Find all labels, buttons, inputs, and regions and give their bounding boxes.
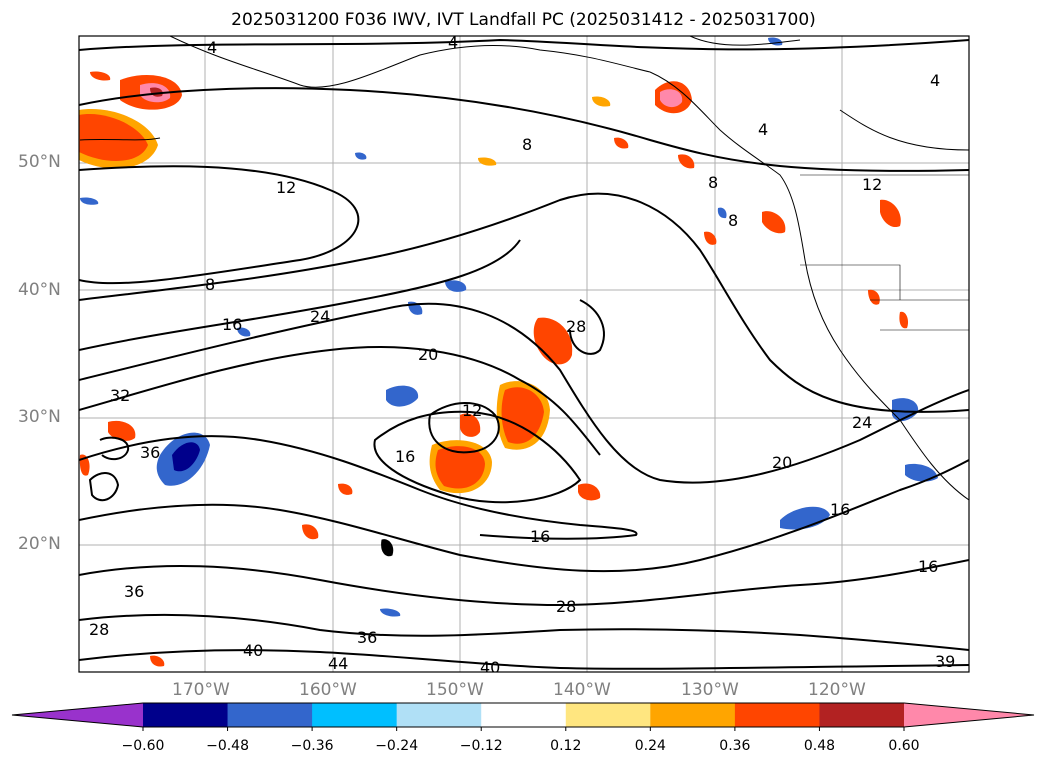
contour-label: 28 xyxy=(556,597,576,616)
contour-label: 32 xyxy=(110,386,130,405)
colorbar-segment xyxy=(481,703,567,727)
lon-label-150w: 150°W xyxy=(426,680,484,700)
lon-label-170w: 170°W xyxy=(172,680,230,700)
lat-label-40n: 40°N xyxy=(18,280,61,300)
positive-anomaly-patches xyxy=(79,71,909,667)
contour-label: 24 xyxy=(310,307,330,326)
colorbar-segment xyxy=(143,703,229,727)
contour-label: 28 xyxy=(89,620,109,639)
colorbar-tick-label: 0.48 xyxy=(803,738,836,754)
contour-labels: 4 4 4 4 8 8 8 8 12 12 12 16 16 16 16 16 … xyxy=(89,33,955,677)
contour-label: 4 xyxy=(758,120,768,139)
contour-label: 36 xyxy=(140,443,160,462)
contour-label: 44 xyxy=(328,654,348,673)
colorbar-tick-label: 0.12 xyxy=(550,738,582,754)
colorbar-tick-label: 0.36 xyxy=(719,738,751,754)
contour-label: 8 xyxy=(205,275,215,294)
colorbar-segment xyxy=(565,703,651,727)
contour-label: 12 xyxy=(462,401,482,420)
colorbar-segment xyxy=(312,703,398,727)
map-frame xyxy=(78,35,970,673)
contour-label: 8 xyxy=(708,173,718,192)
colorbar-segment xyxy=(734,703,820,727)
contour-label: 36 xyxy=(357,628,377,647)
contour-label: 16 xyxy=(222,315,242,334)
lat-label-20n: 20°N xyxy=(18,534,61,554)
state-borders xyxy=(800,174,969,331)
contour-label: 16 xyxy=(918,557,938,576)
lat-label-30n: 30°N xyxy=(18,407,61,427)
map-title: 2025031200 F036 IWV, IVT Landfall PC (20… xyxy=(231,10,816,30)
colorbar-segment xyxy=(227,703,313,727)
lon-label-140w: 140°W xyxy=(553,680,611,700)
gridlines xyxy=(79,36,969,672)
contour-label: 20 xyxy=(418,345,438,364)
contour-label: 12 xyxy=(276,178,296,197)
colorbar-tick-label: 0.24 xyxy=(634,738,666,754)
contour-label: 8 xyxy=(728,211,738,230)
contour-label: 24 xyxy=(852,413,872,432)
colorbar-extend-left xyxy=(12,703,143,727)
contour-label: 16 xyxy=(830,500,850,519)
contour-label: 4 xyxy=(448,33,458,52)
contour-label: 40 xyxy=(243,641,263,660)
colorbar-tick-label: −0.60 xyxy=(121,738,165,754)
lon-label-130w: 130°W xyxy=(681,680,739,700)
colorbar-tick-label: −0.36 xyxy=(290,738,334,754)
iwv-contours xyxy=(79,38,969,670)
contour-label: 36 xyxy=(124,582,144,601)
contour-label: 12 xyxy=(862,175,882,194)
contour-label: 16 xyxy=(395,447,415,466)
contour-label: 39 xyxy=(935,652,955,671)
colorbar-tick-label: −0.24 xyxy=(375,738,419,754)
map-background xyxy=(79,36,969,672)
lon-label-160w: 160°W xyxy=(299,680,357,700)
contour-label: 8 xyxy=(522,135,532,154)
contour-label: 20 xyxy=(772,453,792,472)
colorbar-segment xyxy=(650,703,736,727)
map-panel: 4 4 4 4 8 8 8 8 12 12 12 16 16 16 16 16 … xyxy=(78,33,970,677)
colorbar-segment xyxy=(396,703,482,727)
colorbar-extend-right xyxy=(904,703,1034,727)
contour-label: 4 xyxy=(930,71,940,90)
contour-label: 4 xyxy=(207,38,217,57)
contour-label: 16 xyxy=(530,527,550,546)
colorbar-segment xyxy=(819,703,905,727)
colorbar-tick-label: −0.48 xyxy=(206,738,249,754)
lat-label-50n: 50°N xyxy=(18,152,61,172)
colorbar-outline xyxy=(11,702,1035,728)
contour-label: 40 xyxy=(480,658,500,677)
colorbar-tick-label: 0.60 xyxy=(888,738,920,754)
lon-label-120w: 120°W xyxy=(808,680,866,700)
negative-anomaly-patches xyxy=(80,37,938,617)
colorbar-tick-label: −0.12 xyxy=(459,738,503,754)
contour-label: 28 xyxy=(566,317,586,336)
